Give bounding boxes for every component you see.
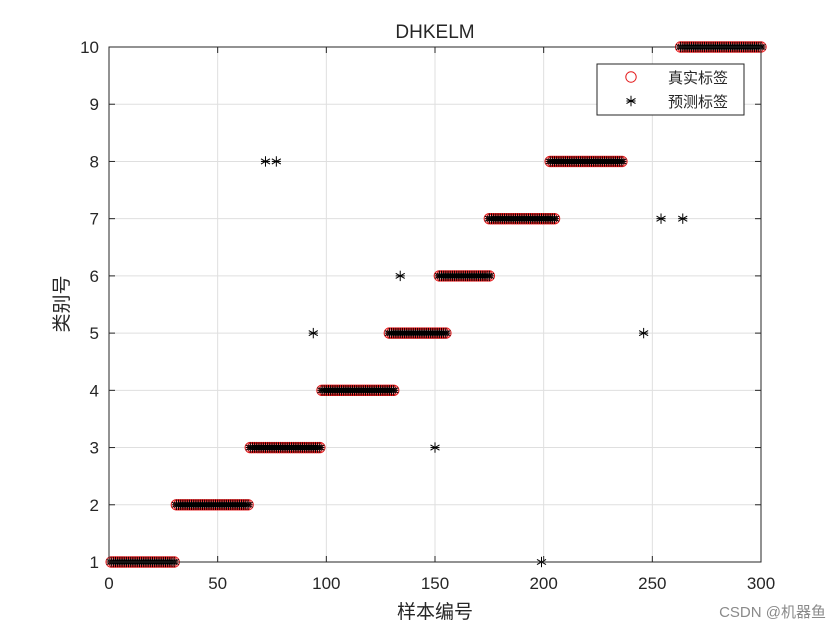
legend: 真实标签 预测标签 bbox=[596, 63, 745, 116]
misclassified-point bbox=[308, 327, 319, 339]
misclassified-point bbox=[656, 213, 666, 224]
chart-title: DHKELM bbox=[395, 22, 474, 43]
y-tick-label: 1 bbox=[90, 553, 99, 572]
y-tick-label: 6 bbox=[90, 267, 99, 286]
predicted-label-point bbox=[484, 270, 495, 282]
legend-label-true: 真实标签 bbox=[668, 69, 728, 87]
x-tick-label: 200 bbox=[529, 574, 557, 593]
x-tick-label: 150 bbox=[421, 574, 449, 593]
y-tick-label: 2 bbox=[90, 496, 99, 515]
y-tick-label: 3 bbox=[90, 439, 99, 458]
legend-label-predicted: 预测标签 bbox=[668, 94, 728, 111]
y-tick-label: 9 bbox=[90, 95, 99, 114]
x-tick-label: 300 bbox=[747, 574, 775, 593]
predicted-label-point bbox=[617, 156, 627, 167]
x-tick-label: 100 bbox=[312, 574, 340, 593]
y-tick-label: 5 bbox=[90, 324, 99, 343]
y-axis-label: 类别号 bbox=[51, 275, 73, 332]
predicted-label-point bbox=[388, 385, 399, 396]
x-tick-label: 50 bbox=[208, 574, 227, 593]
legend-circle-icon bbox=[625, 71, 637, 83]
x-tick-label: 0 bbox=[104, 574, 113, 593]
misclassified-point bbox=[678, 213, 688, 224]
watermark: CSDN @机器鱼 bbox=[719, 604, 826, 621]
x-tick-label: 250 bbox=[638, 574, 666, 593]
y-tick-label: 10 bbox=[80, 38, 99, 57]
predicted-label-point bbox=[441, 327, 451, 339]
legend-marker-true-label bbox=[625, 71, 637, 83]
predicted-label-point bbox=[315, 442, 325, 453]
legend-box bbox=[596, 63, 745, 116]
misclassified-point bbox=[638, 327, 649, 339]
misclassified-point bbox=[260, 156, 271, 167]
y-tick-label: 8 bbox=[90, 152, 99, 171]
predicted-label-point bbox=[243, 499, 253, 510]
y-tick-label: 7 bbox=[90, 210, 99, 229]
legend-asterisk-icon bbox=[626, 95, 636, 107]
x-axis-label: 样本编号 bbox=[397, 601, 473, 623]
misclassified-point bbox=[430, 442, 440, 453]
ticks: 0 50 100 150 200 250 300 1 2 3 4 5 6 7 8 9 10 bbox=[80, 38, 775, 593]
legend-marker-predicted-label bbox=[626, 95, 636, 107]
predicted-label-point bbox=[549, 213, 560, 224]
y-tick-label: 4 bbox=[90, 381, 99, 400]
misclassified-point bbox=[271, 156, 282, 167]
misclassified-point bbox=[395, 270, 405, 282]
